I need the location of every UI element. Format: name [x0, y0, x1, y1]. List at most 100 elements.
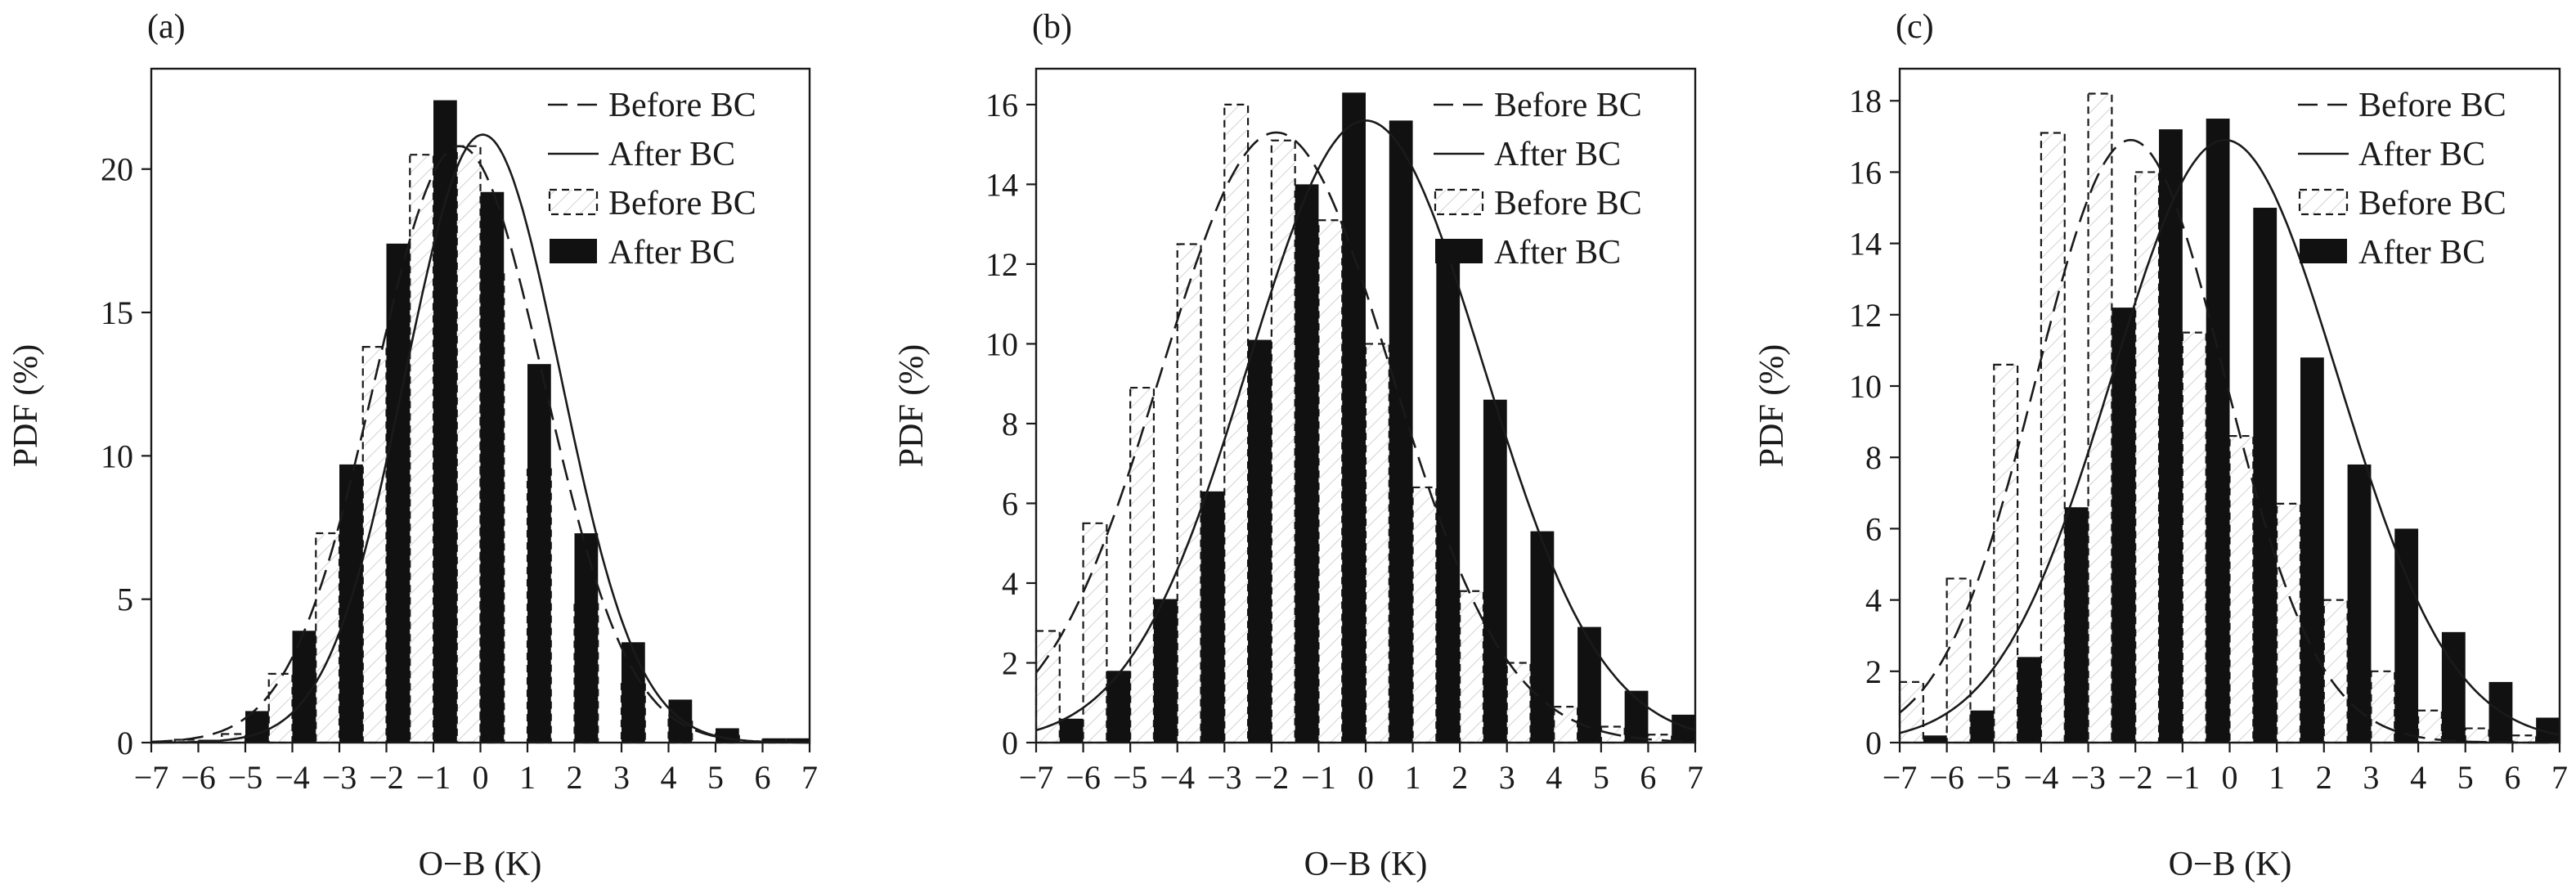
bar-after-bc-a-12 — [762, 738, 787, 743]
bar-before-bc-b-7 — [1364, 343, 1390, 744]
legend-label-a-0: Before BC — [608, 87, 756, 124]
x-tick-label-c-10: 3 — [2363, 759, 2379, 796]
x-tick-label-a-13: 6 — [755, 759, 771, 796]
x-tick-label-c-1: −6 — [1929, 759, 1964, 796]
bar-after-bc-b-6 — [1342, 92, 1366, 743]
x-axis-label-a: O−B (K) — [419, 846, 542, 883]
x-tick-label-b-6: −1 — [1301, 759, 1336, 796]
x-tick-label-b-12: 5 — [1593, 759, 1609, 796]
x-tick-label-a-12: 5 — [707, 759, 724, 796]
y-tick-label-c-6: 12 — [1849, 297, 1882, 334]
y-tick-label-c-7: 14 — [1849, 226, 1882, 263]
x-tick-label-b-5: −2 — [1254, 759, 1290, 796]
bar-after-bc-c-9 — [2347, 464, 2372, 743]
legend-label-a-3: After BC — [608, 234, 735, 272]
curve-before-bc-b — [1034, 131, 1696, 743]
curve-before-bc-c — [1899, 138, 2560, 744]
x-tick-label-a-8: 1 — [519, 759, 536, 796]
x-tick-label-b-4: −3 — [1207, 759, 1242, 796]
x-tick-label-c-12: 5 — [2457, 759, 2474, 796]
bar-after-bc-b-3 — [1200, 491, 1225, 743]
y-tick-label-c-5: 10 — [1849, 368, 1882, 405]
x-tick-label-b-9: 2 — [1452, 759, 1468, 796]
legend-key-bar-after-b — [1435, 239, 1483, 263]
bar-after-bc-b-5 — [1295, 184, 1319, 743]
x-tick-label-a-11: 4 — [661, 759, 677, 796]
legend-key-bar-before-c — [2298, 188, 2349, 216]
bar-after-bc-a-4 — [386, 243, 411, 743]
bar-after-bc-b-11 — [1577, 626, 1601, 743]
y-tick-label-b-6: 12 — [985, 246, 1018, 283]
panel-label-c: (c) — [1896, 8, 1934, 46]
bar-before-bc-c-12 — [2464, 727, 2490, 744]
bar-before-bc-b-3 — [1176, 243, 1202, 744]
bar-before-bc-c-2 — [1993, 363, 2019, 744]
bar-after-bc-a-3 — [339, 464, 363, 743]
legend-label-c-2: Before BC — [2358, 185, 2506, 222]
bar-after-bc-a-7 — [527, 364, 551, 743]
bar-before-bc-c-3 — [2040, 132, 2066, 744]
y-tick-label-b-0: 0 — [1002, 725, 1018, 761]
bar-after-bc-b-8 — [1436, 252, 1461, 743]
y-tick-label-c-2: 4 — [1865, 582, 1882, 619]
x-tick-label-c-13: 6 — [2504, 759, 2520, 796]
legend-label-a-2: Before BC — [608, 185, 756, 222]
y-tick-label-a-4: 20 — [101, 151, 133, 188]
legend-label-c-1: After BC — [2358, 136, 2485, 173]
bar-before-bc-a-6 — [456, 145, 482, 744]
bar-after-bc-a-9 — [622, 642, 645, 743]
y-tick-label-a-1: 5 — [117, 581, 133, 618]
bar-after-bc-b-7 — [1389, 120, 1413, 743]
x-tick-label-a-1: −6 — [181, 759, 216, 796]
bar-after-bc-c-11 — [2441, 631, 2466, 743]
bar-after-bc-c-0 — [1923, 735, 1947, 743]
curve-before-bc-a — [150, 145, 810, 744]
y-tick-label-c-9: 18 — [1849, 83, 1882, 119]
y-tick-label-c-4: 8 — [1865, 439, 1882, 476]
bar-before-bc-b-2 — [1129, 386, 1156, 744]
x-tick-label-b-10: 3 — [1499, 759, 1515, 796]
legend-a: Before BC After BC Before BC After BC — [548, 87, 756, 272]
x-tick-label-a-10: 3 — [613, 759, 630, 796]
y-tick-label-a-3: 15 — [101, 294, 133, 331]
x-tick-label-c-2: −5 — [1977, 759, 2012, 796]
x-tick-label-c-14: 7 — [2551, 759, 2568, 796]
legend-label-c-3: After BC — [2358, 234, 2485, 272]
legend-label-b-2: Before BC — [1494, 185, 1642, 222]
bar-after-bc-c-5 — [2159, 129, 2183, 743]
bar-after-bc-c-10 — [2394, 528, 2419, 743]
bar-after-bc-c-6 — [2206, 119, 2230, 743]
bar-after-bc-a-2 — [292, 631, 316, 743]
y-tick-label-c-8: 16 — [1849, 154, 1882, 191]
legend-b: Before BC After BC Before BC After BC — [1434, 87, 1642, 272]
bar-before-bc-c-7 — [2228, 434, 2255, 744]
y-tick-label-a-2: 10 — [101, 438, 133, 474]
bar-before-bc-b-10 — [1506, 662, 1532, 744]
x-tick-label-a-3: −4 — [275, 759, 310, 796]
bar-before-bc-a-2 — [267, 672, 294, 744]
x-tick-label-a-6: −1 — [416, 759, 451, 796]
bar-after-bc-c-2 — [2017, 657, 2041, 743]
bar-after-bc-a-5 — [433, 100, 457, 743]
x-tick-label-b-3: −4 — [1160, 759, 1195, 796]
x-tick-label-c-9: 2 — [2316, 759, 2332, 796]
bar-after-bc-a-10 — [668, 699, 693, 743]
y-tick-label-c-0: 0 — [1865, 725, 1882, 761]
bar-before-bc-a-3 — [315, 532, 341, 744]
legend-key-bar-after-c — [2300, 239, 2347, 263]
bar-before-bc-b-6 — [1317, 219, 1344, 744]
curve-after-bc-c — [1899, 138, 2560, 736]
y-tick-label-b-7: 14 — [985, 166, 1018, 203]
bar-after-bc-b-9 — [1483, 399, 1507, 743]
legend-key-bar-before-b — [1434, 188, 1484, 216]
bar-before-bc-b-1 — [1082, 522, 1108, 744]
bar-after-bc-a-6 — [480, 191, 505, 743]
x-tick-label-b-0: −7 — [1019, 759, 1054, 796]
x-tick-label-c-6: −1 — [2165, 759, 2201, 796]
bar-before-bc-c-1 — [1945, 577, 1972, 744]
